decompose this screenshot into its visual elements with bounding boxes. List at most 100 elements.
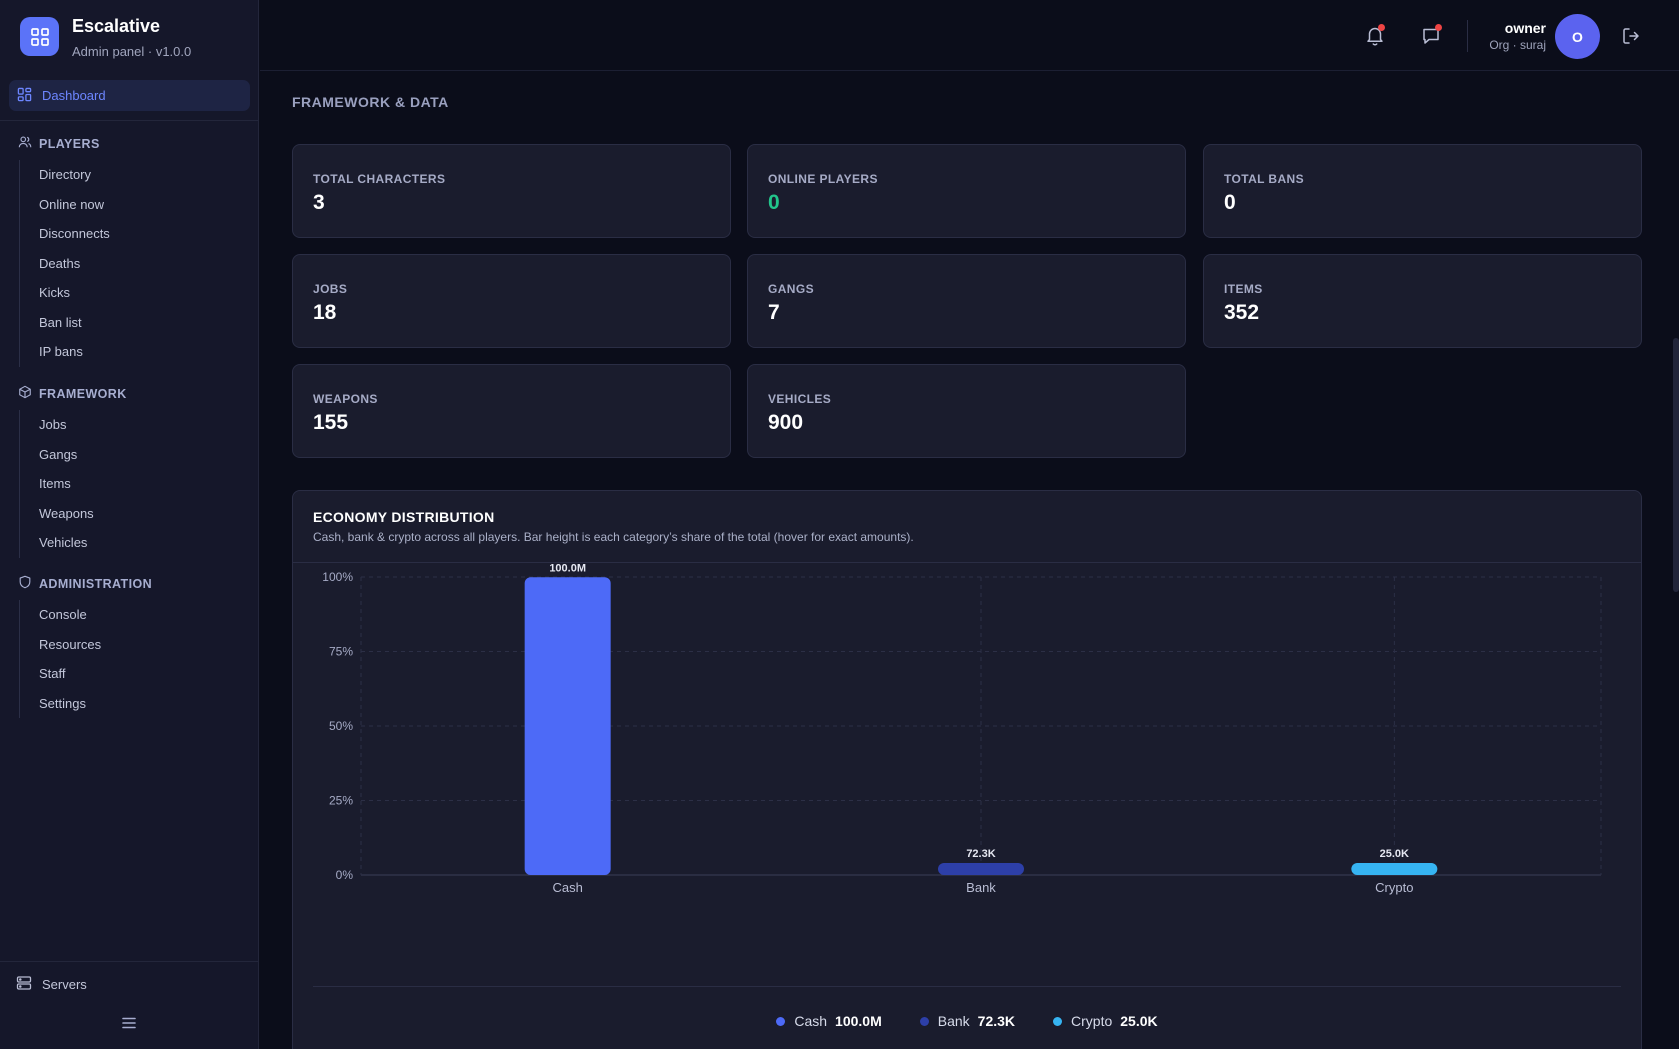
stat-value: 900 [768, 411, 804, 434]
user-org: Org · suraj [1489, 38, 1546, 52]
users-icon [18, 135, 32, 152]
stat-label: GANGS [768, 282, 815, 296]
sidebar-item-jobs[interactable]: Jobs [39, 417, 67, 432]
y-tick-label: 25% [329, 794, 353, 808]
section-administration: ADMINISTRATION [18, 575, 152, 592]
legend-item-crypto: Crypto 25.0K [1053, 1013, 1158, 1029]
user-name: owner [1504, 20, 1546, 36]
shield-icon [18, 575, 32, 592]
stat-label: ONLINE PLAYERS [768, 172, 878, 186]
stat-card-total-bans: TOTAL BANS 0 [1203, 144, 1642, 238]
sidebar-item-vehicles[interactable]: Vehicles [39, 535, 88, 550]
stat-value: 7 [768, 301, 780, 324]
economy-subtitle: Cash, bank & crypto across all players. … [313, 530, 914, 544]
section-players: PLAYERS [18, 135, 100, 152]
box-icon [18, 385, 32, 402]
stat-card-weapons: WEAPONS 155 [292, 364, 731, 458]
data-label: 72.3K [966, 848, 995, 860]
stat-card-items: ITEMS 352 [1203, 254, 1642, 348]
sidebar-item-servers[interactable]: Servers [16, 975, 87, 994]
dashboard-icon [17, 87, 32, 105]
stat-label: VEHICLES [768, 392, 832, 406]
economy-title: ECONOMY DISTRIBUTION [313, 509, 495, 525]
legend-label: Crypto [1071, 1013, 1113, 1029]
y-tick-label: 50% [329, 719, 353, 733]
y-tick-label: 75% [329, 645, 353, 659]
chart-legend: Cash 100.0M Bank 72.3K Crypto 25.0K [293, 1013, 1641, 1029]
avatar[interactable]: O [1555, 14, 1600, 59]
grid-logo-icon [20, 17, 59, 56]
bar-crypto: 25.0K [1351, 863, 1438, 875]
message-icon[interactable] [1421, 24, 1442, 51]
stat-card-vehicles: VEHICLES 900 [747, 364, 1186, 458]
x-tick-label: Cash [552, 880, 582, 895]
players-list: Directory Online now Disconnects Deaths … [19, 160, 240, 367]
stat-label: JOBS [313, 282, 348, 296]
stat-value: 352 [1224, 301, 1260, 324]
stat-card-gangs: GANGS 7 [747, 254, 1186, 348]
header-separator [1467, 20, 1468, 52]
x-tick-label: Bank [966, 880, 996, 895]
sidebar-item-disconnects[interactable]: Disconnects [39, 226, 110, 241]
bar-cash: 100.0M [524, 577, 611, 875]
sidebar-item-console[interactable]: Console [39, 607, 87, 622]
sidebar-divider [0, 120, 259, 121]
server-icon [16, 975, 32, 994]
page-title: FRAMEWORK & DATA [292, 94, 449, 110]
legend-divider [313, 986, 1621, 987]
stat-value: 0 [1224, 191, 1236, 214]
stat-value: 155 [313, 411, 349, 434]
stat-card-online-players: ONLINE PLAYERS 0 [747, 144, 1186, 238]
stat-label: TOTAL BANS [1224, 172, 1305, 186]
sidebar-item-gangs[interactable]: Gangs [39, 446, 78, 462]
sidebar-item-deaths[interactable]: Deaths [39, 255, 81, 271]
user-info[interactable]: owner Org · suraj [1489, 20, 1546, 52]
legend-item-cash: Cash 100.0M [776, 1013, 882, 1029]
stat-value: 18 [313, 301, 337, 324]
sidebar-item-ip-bans[interactable]: IP bans [39, 344, 83, 359]
notification-dot [1378, 24, 1385, 31]
brand-subtitle: Admin panel · v1.0.0 [72, 44, 192, 59]
legend-swatch [919, 1016, 929, 1026]
sidebar-divider [0, 961, 259, 962]
sidebar-item-label: Dashboard [42, 88, 106, 103]
sidebar-item-weapons[interactable]: Weapons [39, 505, 94, 521]
section-framework: FRAMEWORK [18, 385, 127, 402]
sidebar-item-settings[interactable]: Settings [39, 695, 86, 711]
stat-label: ITEMS [1224, 282, 1263, 296]
scrollbar[interactable] [1673, 338, 1679, 592]
economy-bar-chart: 0% 25% 50% 75% 100% 100.0M 100.0M Cash 72.3K 72.3… [322, 562, 1602, 895]
stat-label: WEAPONS [313, 392, 378, 406]
brand: Escalative Admin panel · v1.0.0 [20, 16, 191, 59]
stat-value: 3 [313, 191, 325, 214]
legend-value: 25.0K [1120, 1013, 1158, 1029]
legend-value: 100.0M [835, 1013, 882, 1029]
legend-label: Cash [794, 1013, 828, 1029]
legend-swatch [776, 1016, 786, 1026]
legend-swatch [1053, 1016, 1063, 1026]
bell-icon[interactable] [1365, 24, 1385, 51]
economy-distribution-card: ECONOMY DISTRIBUTION Cash, bank & crypto… [292, 490, 1642, 1049]
sidebar-item-dashboard[interactable]: Dashboard [9, 80, 250, 111]
sidebar-item-items[interactable]: Items [39, 476, 71, 491]
menu-icon[interactable] [121, 1016, 137, 1035]
framework-list: Jobs Gangs Items Weapons Vehicles [19, 410, 240, 558]
y-tick-label: 100% [322, 570, 353, 584]
top-bar: owner Org · suraj O [260, 0, 1679, 71]
sidebar-item-kicks[interactable]: Kicks [39, 285, 71, 300]
card-divider [293, 562, 1641, 563]
sidebar: Escalative Admin panel · v1.0.0 Dashboar… [0, 0, 259, 1049]
legend-label: Bank [937, 1013, 970, 1029]
sidebar-item-online-now[interactable]: Online now [39, 196, 105, 212]
legend-value: 72.3K [977, 1013, 1016, 1029]
sidebar-item-ban-list[interactable]: Ban list [39, 314, 82, 330]
administration-list: Console Resources Staff Settings [19, 600, 240, 718]
sidebar-item-staff[interactable]: Staff [39, 666, 66, 681]
x-tick-label: Crypto [1375, 880, 1413, 895]
sidebar-item-resources[interactable]: Resources [39, 636, 102, 652]
logout-icon[interactable] [1621, 26, 1641, 51]
sidebar-item-directory[interactable]: Directory [39, 167, 92, 182]
brand-name: Escalative [72, 16, 161, 36]
stat-value: 0 [768, 191, 780, 214]
y-tick-label: 0% [336, 868, 354, 882]
